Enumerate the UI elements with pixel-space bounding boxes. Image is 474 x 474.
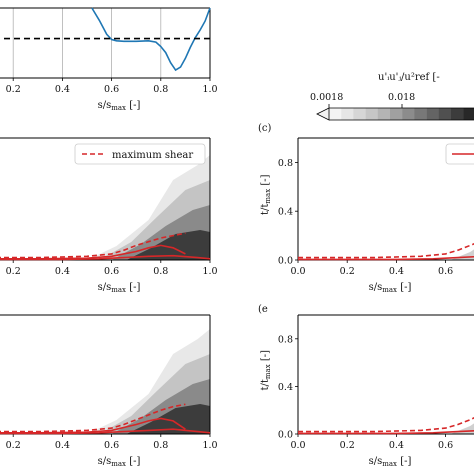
x-axis-label: s/smax [-]: [369, 456, 412, 468]
colorbar-cell: [438, 108, 452, 120]
x-tick-label: 0.0: [290, 266, 305, 277]
x-axis-label: s/smax [-]: [369, 282, 412, 294]
y-tick-label: 0.4: [278, 207, 293, 218]
colorbar-cell: [463, 108, 474, 120]
colorbar-cell: [365, 108, 378, 120]
colorbar-label: u'ᵢu'ⱼ/u²ref [-: [378, 72, 440, 83]
y-tick-label: 0.0: [278, 256, 293, 267]
x-tick-label: 0.2: [340, 266, 355, 277]
panel-mid-left: 0.2 0.4 0.6 0.8 1.0 s/smax [-] maximum shear: [0, 137, 218, 294]
x-tick-label: 0.2: [6, 440, 21, 451]
series-line-dashed-red: [0, 403, 186, 433]
x-tick-label: 0.4: [389, 266, 404, 277]
series-line-solid-red: [0, 254, 211, 261]
x-tick-label: 1.0: [202, 266, 217, 277]
contour-field: [87, 329, 210, 434]
x-tick-label: 0.4: [389, 440, 404, 451]
colorbar-cell: [341, 108, 354, 120]
x-tick-label: 0.8: [153, 266, 168, 277]
x-axis-label: s/smax [-]: [98, 100, 141, 112]
panel-label-e: (e: [258, 304, 268, 315]
legend-label-maximum-shear: maximum shear: [112, 150, 193, 161]
colorbar: 0.0018 0.018 u'ᵢu'ⱼ/u²ref [-: [310, 72, 474, 121]
panel-bottom-left: 0.2 0.4 0.6 0.8 1.0 s/smax [-]: [0, 314, 218, 468]
x-tick-label: 0.4: [55, 440, 70, 451]
x-tick-label: 0.6: [438, 440, 453, 451]
colorbar-cell: [353, 108, 366, 120]
x-tick-label: 0.6: [104, 84, 119, 95]
series-line-dashed-red: [298, 243, 474, 259]
x-tick-label: 0.8: [153, 440, 168, 451]
colorbar-cell: [390, 108, 403, 120]
series-line-solid-red: [298, 255, 474, 261]
x-tick-label: 1.0: [202, 84, 217, 95]
colorbar-cell: [414, 108, 427, 120]
panel-mid-right: 0.0 0.2 0.4 0.6 0.0 0.4 0.8 t/tmax [-] s/smax [-…: [260, 137, 474, 294]
x-tick-label: 0.0: [290, 440, 305, 451]
series-line-dashed-red: [298, 416, 474, 433]
series-line-solid-red: [298, 430, 474, 435]
x-axis-label: s/smax [-]: [98, 282, 141, 294]
contour-level: [126, 404, 210, 434]
x-tick-label: 0.6: [104, 440, 119, 451]
colorbar-cell: [451, 108, 464, 120]
series-line-dashed-red: [0, 232, 186, 259]
x-axis-label: s/smax [-]: [98, 456, 141, 468]
y-axis-label: t/tmax [-]: [260, 350, 272, 391]
panel-top: 0.2 0.4 0.6 0.8 1.0 s/smax [-]: [0, 7, 218, 112]
x-tick-label: 0.2: [6, 84, 21, 95]
y-tick-label: 0.0: [278, 430, 293, 441]
colorbar-arrow: [316, 107, 330, 121]
y-axis-label: t/tmax [-]: [260, 174, 272, 215]
x-tick-label: 0.4: [55, 84, 70, 95]
x-tick-label: 0.6: [104, 266, 119, 277]
series-line-solid-red: [0, 428, 211, 435]
legend: maximum shear: [74, 143, 206, 165]
y-tick-label: 0.4: [278, 382, 293, 393]
legend-box: [74, 143, 206, 165]
x-tick-label: 0.8: [153, 84, 168, 95]
x-tick-label: 0.6: [438, 266, 453, 277]
contour-field: [87, 155, 210, 260]
colorbar-cell: [377, 108, 391, 120]
y-tick-label: 0.8: [278, 158, 293, 169]
y-tick-label: 0.8: [278, 334, 293, 345]
colorbar-cell: [426, 108, 439, 120]
colorbar-cell: [329, 108, 342, 120]
x-tick-label: 0.2: [340, 440, 355, 451]
panel-label-c: (c): [258, 123, 272, 134]
contour-level: [126, 230, 210, 260]
colorbar-cell: [402, 108, 415, 120]
colorbar-tick-2: 0.018: [388, 92, 415, 103]
x-tick-label: 1.0: [202, 440, 217, 451]
x-tick-label: 0.4: [55, 266, 70, 277]
colorbar-cells: [329, 108, 474, 120]
colorbar-tick-1: 0.0018: [310, 92, 343, 103]
x-tick-label: 0.2: [6, 266, 21, 277]
panel-bottom-right: 0.0 0.2 0.4 0.6 0.0 0.4 0.8 t/tmax [-] s/smax [-…: [260, 314, 474, 468]
